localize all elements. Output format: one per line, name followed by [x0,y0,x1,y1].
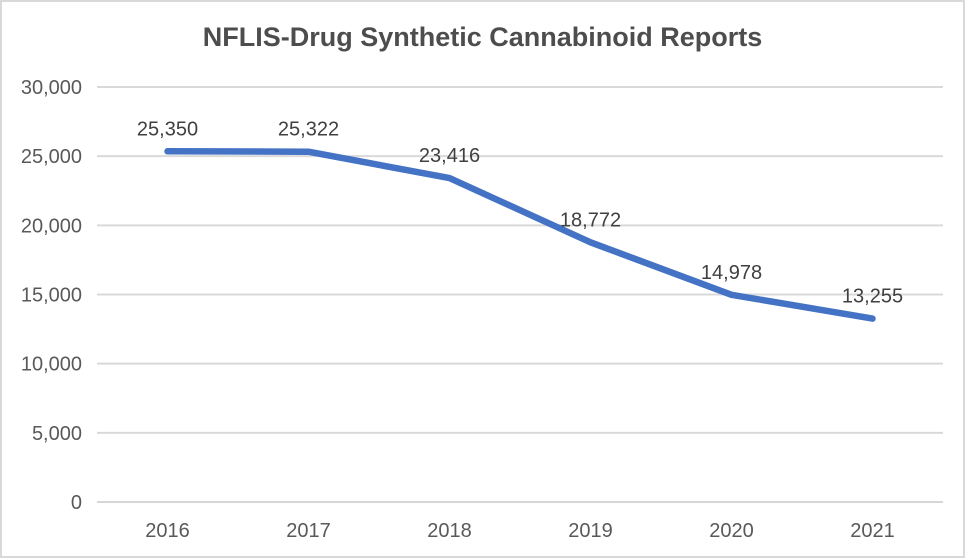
data-label: 13,255 [842,286,903,308]
data-series-line [164,148,876,322]
data-label: 25,350 [137,118,198,140]
x-tick-label: 2018 [427,520,472,542]
data-label: 14,978 [701,262,762,284]
x-tick-label: 2019 [568,520,613,542]
y-tick-label: 30,000 [21,77,82,99]
y-tick-label: 20,000 [21,215,82,237]
data-label: 23,416 [419,145,480,167]
data-label: 25,322 [278,119,339,141]
y-tick-label: 25,000 [21,146,82,168]
y-tick-label: 15,000 [21,285,82,307]
data-label: 18,772 [560,209,621,231]
y-tick-label: 10,000 [21,354,82,376]
x-tick-label: 2017 [286,520,331,542]
y-tick-label: 5,000 [32,423,82,445]
y-tick-label: 0 [71,492,82,514]
x-tick-label: 2021 [850,520,895,542]
x-tick-label: 2020 [709,520,754,542]
x-tick-label: 2016 [145,520,190,542]
chart-title: NFLIS-Drug Synthetic Cannabinoid Reports [202,22,763,52]
